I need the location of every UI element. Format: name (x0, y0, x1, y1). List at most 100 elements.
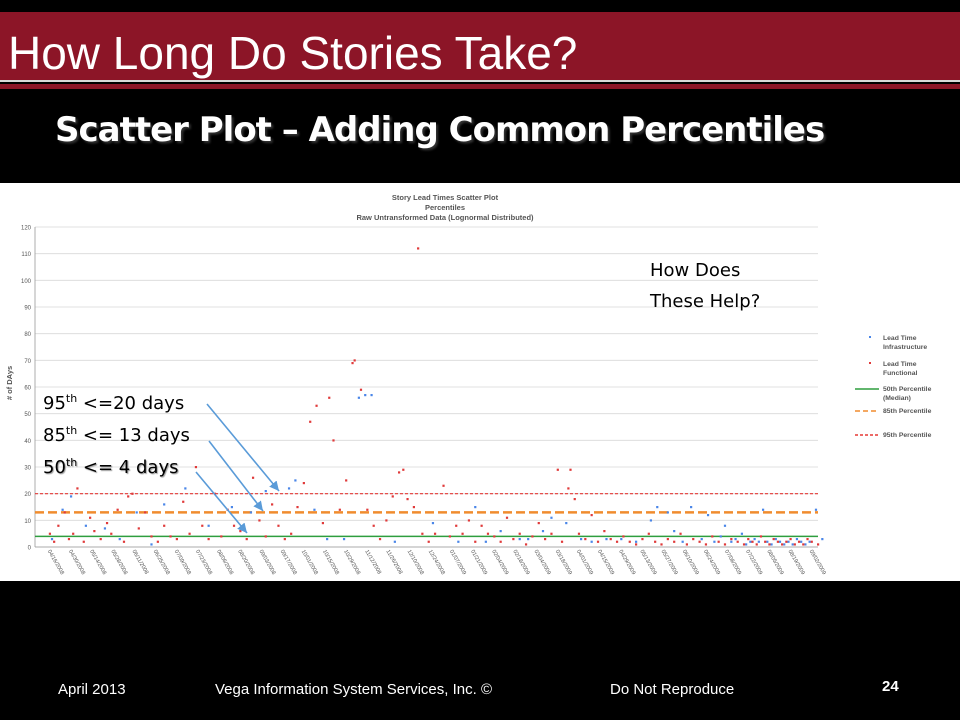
infrastructure-point (795, 538, 799, 541)
functional-point (524, 543, 528, 546)
y-tick-label: 120 (21, 226, 32, 232)
functional-point (609, 538, 612, 541)
functional-point (351, 362, 354, 365)
functional-point (573, 498, 576, 501)
functional-point (67, 538, 71, 541)
functional-point (467, 519, 471, 522)
infrastructure-point (84, 524, 87, 527)
functional-point (366, 508, 369, 511)
infrastructure-point (649, 519, 653, 522)
x-tick-label: 04/16/2008 (46, 549, 65, 576)
functional-point (736, 540, 739, 543)
infrastructure-point (287, 487, 291, 490)
functional-point (156, 540, 159, 543)
infrastructure-point (69, 495, 73, 498)
x-tick-label: 05/27/2009 (660, 549, 679, 576)
x-tick-label: 07/09/2008 (173, 549, 192, 576)
infrastructure-point (804, 543, 807, 546)
functional-point (717, 540, 720, 543)
functional-point (258, 519, 261, 522)
infrastructure-point (579, 538, 583, 541)
functional-point (698, 540, 701, 543)
footer-notice: Do Not Reproduce (610, 681, 735, 698)
functional-point (328, 396, 331, 399)
functional-point (105, 522, 109, 525)
functional-point (628, 540, 631, 543)
infrastructure-point (135, 511, 138, 514)
chart-legend: Lead Time Infrastructure Lead Time Function… (855, 335, 932, 439)
functional-point (448, 535, 451, 538)
p50-ordinal: 50 (43, 457, 66, 478)
functional-point (806, 538, 809, 541)
x-tick-label: 10/29/2008 (342, 549, 361, 576)
functional-point (277, 524, 280, 527)
functional-point (345, 479, 348, 482)
x-tick-label: 07/22/2009 (744, 549, 763, 576)
functional-point (797, 540, 801, 543)
annotation-arrows (195, 403, 280, 534)
functional-point (711, 535, 714, 538)
functional-point (692, 538, 695, 541)
p85-text: <= 13 days (77, 425, 190, 446)
infrastructure-point (342, 538, 346, 541)
x-tick-label: 05/13/2009 (638, 549, 657, 576)
infrastructure-point (550, 516, 553, 519)
legend-marker (869, 336, 871, 338)
functional-point (332, 439, 335, 442)
x-tick-label: 06/24/2009 (702, 549, 721, 576)
functional-point (53, 540, 56, 543)
functional-point (793, 543, 796, 546)
y-axis-ticks: 0 10 20 30 40 50 60 70 80 90 100 110 120 (21, 226, 32, 552)
x-tick-label: 01/21/2009 (469, 549, 488, 576)
infrastructure-point (364, 394, 367, 397)
functional-point (789, 538, 792, 541)
x-tick-label: 07/08/2009 (723, 549, 742, 576)
functional-point (590, 514, 593, 517)
functional-point (755, 543, 758, 546)
infrastructure-point (635, 540, 638, 543)
functional-point (512, 538, 515, 541)
y-tick-label: 30 (24, 466, 31, 472)
x-tick-label: 12/24/2008 (427, 549, 446, 576)
functional-point (48, 532, 52, 535)
infrastructure-point (499, 530, 502, 533)
x-tick-label: 06/25/2008 (152, 549, 171, 576)
infrastructure-point (730, 540, 733, 543)
functional-point (315, 404, 318, 407)
x-tick-label: 06/10/2009 (681, 549, 700, 576)
infrastructure-point (484, 540, 487, 543)
x-tick-label: 08/06/2008 (215, 549, 234, 576)
infrastructure-point (207, 524, 210, 527)
infrastructure-point (713, 540, 716, 543)
p95-suffix: th (65, 392, 78, 405)
infrastructure-point (821, 538, 824, 541)
infrastructure-point (370, 394, 373, 397)
y-tick-label: 60 (24, 386, 31, 392)
p50-arrow (195, 471, 248, 534)
p85-ordinal: 85 (43, 425, 66, 446)
functional-point (116, 508, 119, 511)
functional-point (137, 527, 140, 530)
functional-point (768, 543, 771, 546)
functional-point (772, 538, 775, 541)
x-tick-label: 11/26/2008 (384, 549, 403, 575)
functional-point (730, 538, 733, 541)
functional-point (372, 524, 375, 527)
functional-point (321, 522, 325, 525)
p95-text: <=20 days (77, 393, 185, 414)
p95-arrow (206, 403, 280, 492)
infrastructure-point (150, 543, 153, 546)
functional-point (122, 540, 126, 543)
infrastructure-point (808, 540, 811, 543)
functional-point (635, 543, 638, 546)
p50-annotation: 50th <= 4 days (43, 447, 178, 484)
functional-point (759, 535, 763, 538)
functional-point (391, 495, 394, 498)
infrastructure-point (541, 530, 545, 533)
infrastructure-point (787, 540, 790, 543)
functional-point (338, 508, 341, 511)
help-question: How Does These Help? (650, 255, 800, 317)
x-tick-label: 01/07/2009 (448, 549, 467, 576)
functional-point (810, 540, 813, 543)
title-bar: How Long Do Stories Take? (0, 12, 960, 89)
